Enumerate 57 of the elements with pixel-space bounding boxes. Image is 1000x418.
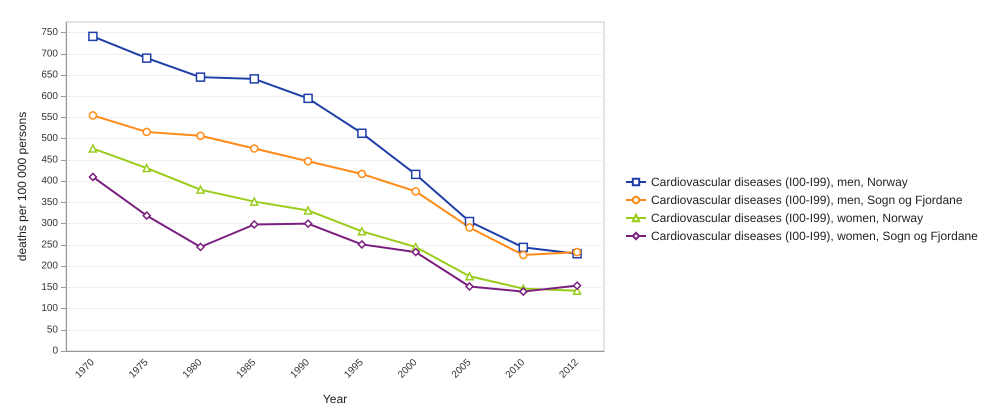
point [142,164,151,172]
point [142,211,151,220]
point [518,242,528,252]
point [196,185,205,194]
point [142,128,151,136]
point [572,281,582,290]
point [358,240,366,249]
point [304,206,312,215]
point [411,248,420,256]
point [88,144,98,153]
point [88,172,98,182]
point [519,287,528,296]
x-axis-title: Year [322,392,348,406]
point [465,223,474,232]
y-tick-label: 600 [41,90,58,102]
point [465,282,474,291]
point [250,144,259,153]
point [358,227,366,236]
point [572,248,582,256]
y-tick-label: 650 [41,70,58,81]
y-tick-label: 300 [41,218,58,230]
legend-label: Cardiovascular diseases (I00-I99), women, Sogn og Fjordane [651,229,978,243]
point [250,220,259,229]
y-axis-title: deaths per 100 000 persons [15,112,29,262]
point [519,250,528,260]
point [358,170,366,178]
point [196,132,205,140]
y-tick-label: 100 [41,303,58,314]
point [411,187,420,196]
point [196,242,205,252]
point [250,197,259,206]
y-tick-label: 200 [41,260,58,272]
point [250,74,260,84]
legend-label: Cardiovascular diseases (I00-I99), men, Norway [651,175,908,189]
y-tick-label: 700 [41,48,58,60]
y-tick-label: 750 [41,27,58,38]
legend-label: Cardiovascular diseases (I00-I99), women, Norway [651,211,924,225]
point [196,72,206,82]
y-tick-label: 400 [41,176,58,187]
y-tick-label: 350 [41,196,58,208]
y-tick-label: 50 [46,324,58,336]
y-tick-label: 0 [52,346,58,356]
point [357,128,367,138]
point [465,272,474,281]
point [304,156,312,166]
point [410,170,420,180]
legend-label: Cardiovascular diseases (I00-I99), men, Sogn og Fjordane [651,193,963,207]
y-tick-label: 550 [41,112,58,124]
point [303,94,313,104]
y-tick-label: 500 [41,133,58,144]
point [142,53,152,63]
point [304,219,312,228]
y-tick-label: 150 [41,282,58,293]
point [88,111,98,120]
y-tick-label: 250 [41,239,58,250]
point [88,32,98,42]
y-tick-label: 450 [41,154,58,166]
